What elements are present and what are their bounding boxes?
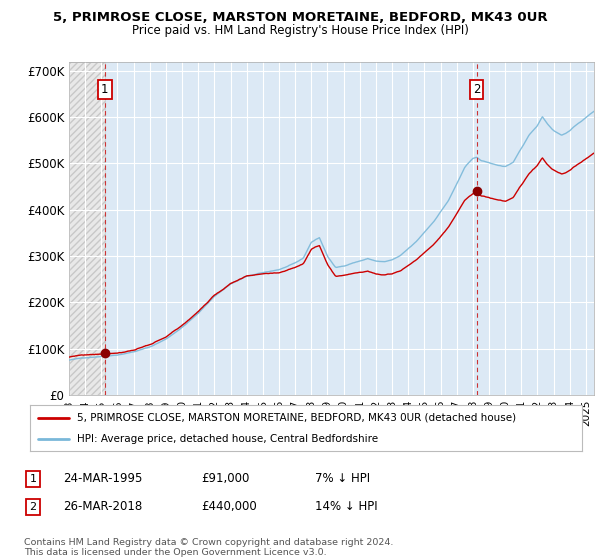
Text: £91,000: £91,000 (201, 472, 250, 486)
Text: Contains HM Land Registry data © Crown copyright and database right 2024.
This d: Contains HM Land Registry data © Crown c… (24, 538, 394, 557)
Bar (69, 62, 105, 395)
Text: HPI: Average price, detached house, Central Bedfordshire: HPI: Average price, detached house, Cent… (77, 435, 378, 444)
Bar (69, 62, 105, 395)
Text: 14% ↓ HPI: 14% ↓ HPI (315, 500, 377, 514)
Text: 5, PRIMROSE CLOSE, MARSTON MORETAINE, BEDFORD, MK43 0UR: 5, PRIMROSE CLOSE, MARSTON MORETAINE, BE… (53, 11, 547, 24)
Text: 1: 1 (29, 474, 37, 484)
Text: 7% ↓ HPI: 7% ↓ HPI (315, 472, 370, 486)
Text: 1: 1 (101, 83, 109, 96)
Text: 2: 2 (29, 502, 37, 512)
Text: £440,000: £440,000 (201, 500, 257, 514)
Text: 2: 2 (473, 83, 481, 96)
Text: 5, PRIMROSE CLOSE, MARSTON MORETAINE, BEDFORD, MK43 0UR (detached house): 5, PRIMROSE CLOSE, MARSTON MORETAINE, BE… (77, 413, 516, 423)
Text: 26-MAR-2018: 26-MAR-2018 (63, 500, 142, 514)
Text: 24-MAR-1995: 24-MAR-1995 (63, 472, 142, 486)
Text: Price paid vs. HM Land Registry's House Price Index (HPI): Price paid vs. HM Land Registry's House … (131, 24, 469, 36)
